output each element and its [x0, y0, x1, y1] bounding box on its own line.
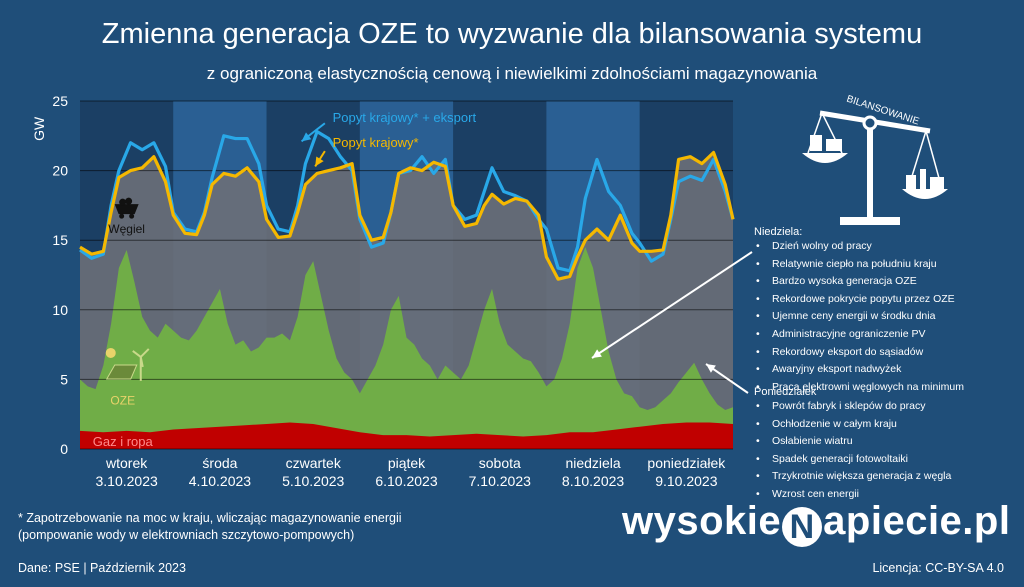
footnote: * Zapotrzebowanie na moc w kraju, wlicza…: [18, 510, 402, 544]
y-tick-label: 5: [60, 371, 68, 387]
sunday-item: Dzień wolny od pracy: [756, 238, 1019, 256]
demand-line: [79, 150, 735, 281]
x-tick-date-label: 3.10.2023: [95, 473, 157, 489]
monday-arrow-head: [706, 364, 716, 373]
coal-cart-icon: [114, 197, 139, 219]
x-tick-date-label: 6.10.2023: [375, 473, 437, 489]
monday-item: Trzykrotnie większa generacja z węgla: [756, 468, 1019, 486]
res-label: OZE: [110, 393, 135, 407]
x-tick-day-label: niedziela: [565, 455, 620, 471]
chart-title: Zmienna generacja OZE to wyzwanie dla bi…: [101, 18, 923, 50]
footnote-line-1: * Zapotrzebowanie na moc w kraju, wlicza…: [18, 511, 402, 525]
sunday-notes: Niedziela: Dzień wolny od pracyRelatywni…: [754, 226, 1019, 396]
x-tick-date-label: 9.10.2023: [655, 473, 717, 489]
license-text: Licencja: CC-BY-SA 4.0: [872, 561, 1004, 575]
x-tick-day-label: sobota: [479, 455, 521, 471]
monday-item: Osłabienie wiatru: [756, 433, 1019, 451]
logo-n-icon: N: [782, 507, 823, 547]
monday-notes: Poniedziałek Powrót fabryk i sklepów do …: [754, 386, 1019, 504]
monday-title: Poniedziałek: [754, 386, 817, 398]
logo-right: apiecie.pl: [823, 499, 1011, 543]
sunday-title: Niedziela:: [754, 226, 803, 238]
sunday-arrow-head: [592, 349, 602, 358]
monday-item: Spadek generacji fotowoltaiki: [756, 451, 1019, 469]
sunday-item: Ujemne ceny energii w środku dnia: [756, 308, 1019, 326]
sunday-list: Dzień wolny od pracyRelatywnie ciepło na…: [754, 238, 1019, 396]
x-tick-day-label: piątek: [388, 455, 426, 471]
x-tick-day-label: poniedziałek: [647, 455, 726, 471]
sunday-item: Rekordowe pokrycie popytu przez OZE: [756, 291, 1019, 309]
sunday-item: Relatywnie ciepło na południu kraju: [756, 256, 1019, 274]
monday-item: Ochłodzenie w całym kraju: [756, 416, 1019, 434]
footnote-line-2: (pompowanie wody w elektrowniach szczyto…: [18, 528, 355, 542]
gas-oil-area: [80, 422, 733, 449]
coal-label: Węgiel: [108, 222, 145, 236]
demand-export-arrow-head: [301, 132, 312, 142]
demand-label: Popyt krajowy*: [333, 135, 419, 150]
x-tick-day-label: środa: [202, 455, 237, 471]
x-tick-date-label: 7.10.2023: [469, 473, 531, 489]
monday-list: Powrót fabryk i sklepów do pracyOchłodze…: [754, 398, 1019, 504]
monday-item: Wzrost cen energii: [756, 486, 1019, 504]
sunday-item: Awaryjny eksport nadwyżek: [756, 361, 1019, 379]
x-tick-date-label: 8.10.2023: [562, 473, 624, 489]
res-area: [80, 247, 733, 449]
sunday-arrow-shaft: [591, 251, 753, 359]
y-tick-label: 10: [52, 302, 68, 318]
sunday-item: Administracyjne ograniczenie PV: [756, 326, 1019, 344]
sunday-item: Praca elektrowni węglowych na minimum: [756, 379, 1019, 397]
sunday-item: Bardzo wysoka generacja OZE: [756, 273, 1019, 291]
demand-arrow-head: [315, 156, 324, 167]
x-tick-date-label: 4.10.2023: [189, 473, 251, 489]
demand-export-label: Popyt krajowy* + eksport: [333, 110, 477, 125]
y-tick-label: 15: [52, 232, 68, 248]
y-axis-label: GW: [31, 116, 47, 141]
source-text: Dane: PSE | Październik 2023: [18, 561, 186, 575]
y-tick-label: 0: [60, 441, 68, 457]
monday-item: Powrót fabryk i sklepów do pracy: [756, 398, 1019, 416]
gas-oil-label: Gaz i ropa: [93, 434, 154, 449]
y-tick-label: 20: [52, 163, 68, 179]
x-tick-date-label: 5.10.2023: [282, 473, 344, 489]
x-tick-day-label: czwartek: [286, 455, 342, 471]
balance-scale-icon: [802, 110, 948, 225]
solar-wind-icon: [105, 347, 150, 381]
y-tick-label: 25: [52, 93, 68, 109]
x-tick-day-label: wtorek: [105, 455, 148, 471]
sunday-item: Rekordowy eksport do sąsiadów: [756, 344, 1019, 362]
logo-left: wysokie: [622, 499, 782, 543]
chart-subtitle: z ograniczoną elastycznością cenową i ni…: [206, 64, 818, 83]
